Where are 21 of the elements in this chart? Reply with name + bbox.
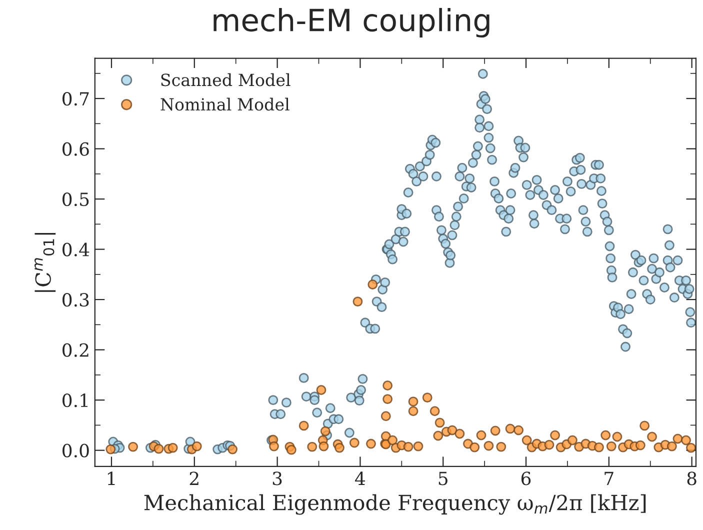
x-tick-label: 5 (438, 472, 448, 486)
legend-label: Nominal Model (160, 98, 290, 111)
x-axis-title: Mechanical Eigenmode Frequency ω$_{m}$/2π [kHz] (144, 494, 646, 515)
y-tick-label: 0.1 (62, 394, 88, 408)
x-tick-label: 3 (272, 472, 282, 486)
legend-label: Scanned Model (161, 73, 290, 86)
y-tick-label: 0.0 (62, 444, 89, 458)
x-tick-label: 4 (355, 472, 366, 485)
y-tick-label: 0.3 (62, 293, 89, 307)
y-tick-label: 0.2 (62, 343, 88, 357)
y-tick-label: 0.5 (62, 192, 89, 206)
y-tick-label: 0.4 (62, 242, 90, 256)
x-tick-label: 6 (521, 472, 531, 486)
y-tick-label: 0.7 (62, 92, 89, 106)
y-axis-title: |C$^{m}$$_{01}$| (34, 232, 56, 292)
chart-title: mech-EM coupling (214, 8, 490, 38)
y-tick-label: 0.6 (62, 142, 89, 156)
x-tick-label: 8 (687, 472, 696, 486)
x-tick-label: 2 (190, 472, 198, 485)
x-tick-label: 7 (604, 472, 614, 485)
x-tick-label: 1 (108, 472, 115, 485)
